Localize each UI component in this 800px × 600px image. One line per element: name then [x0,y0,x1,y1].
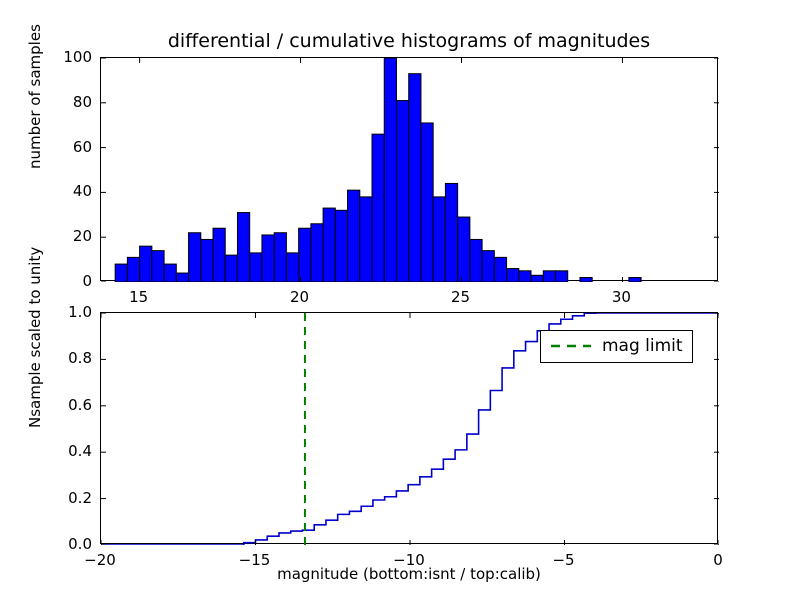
histogram-bar [151,250,165,282]
histogram-bar [395,100,410,282]
histogram-bar [444,182,459,282]
histogram-bar [530,274,544,282]
bottom-xtick-label-4: 0 [713,551,723,569]
top-xtick-label-25: 25 [450,288,471,306]
cumulative-histogram-plot [101,313,719,545]
histogram-bar [506,268,520,282]
histogram-bar [457,216,471,282]
histogram-bar [628,277,642,282]
histogram-bar [285,252,300,282]
bottom-xtick-label-2: −10 [393,551,425,569]
histogram-bar [139,245,153,282]
histogram-bar [236,212,251,282]
histogram-bar [212,227,226,282]
top-xtick-label-15: 15 [129,288,149,306]
histogram-bar [224,254,238,282]
bottom-ytick-label-5: 1.0 [68,303,92,321]
histogram-bar [261,234,275,282]
bottom-axes-xlabel: magnitude (bottom:isnt / top:calib) [277,565,541,583]
bottom-xtick-label-1: −15 [238,551,271,569]
histogram-bar [347,189,361,282]
histogram-bar [273,232,287,282]
bottom-ytick-label-3: 0.6 [68,395,92,414]
histogram-bar [542,270,556,282]
bottom-ytick-label-1: 0.2 [68,488,92,507]
top-axes-ylabel: number of samples [26,24,44,169]
bottom-ytick-label-4: 0.8 [68,349,92,368]
histogram-bar [126,256,141,282]
top-ytick-label-40: 40 [72,182,92,201]
histogram-bar [371,133,385,282]
cumulative-step-curve [101,313,719,545]
histogram-bar [114,263,128,282]
histogram-bar [322,207,336,282]
histogram-bar [298,227,312,282]
top-ytick-label-20: 20 [72,227,92,246]
histogram-bar [469,238,483,282]
histogram-bar [481,250,495,282]
bottom-axes-ylabel: Nsample scaled to unity [26,246,44,428]
histogram-bar [334,209,349,282]
top-ytick-label-80: 80 [72,92,92,111]
top-ytick-label-0: 0 [82,272,92,290]
histogram-bar [310,223,324,282]
histogram-bar [493,256,508,282]
figure-title: differential / cumulative histograms of … [167,30,651,52]
histogram-bar [408,73,422,282]
legend-label-mag-limit: mag limit [602,336,683,356]
histogram-bar [383,58,397,282]
top-ytick-label-100: 100 [63,48,92,66]
histogram-bar [163,263,177,282]
histogram-bar [249,252,263,282]
histogram-bar [554,270,569,282]
top-ytick-label-60: 60 [72,137,92,156]
bottom-ytick-label-0: 0.0 [68,535,92,553]
bottom-xtick-label-0: −20 [84,551,116,569]
differential-histogram-axes [100,57,719,282]
histogram-bar [579,277,593,282]
histogram-bar [420,122,434,282]
histogram-bar [518,270,532,282]
histogram-bar [200,238,214,282]
legend-box: mag limit [540,330,693,363]
mag-limit-legend-swatch [551,344,591,348]
histogram-bar [175,272,190,282]
histogram-bar [359,196,373,282]
bottom-xtick-label-3: −5 [552,551,575,569]
differential-histogram-plot [101,58,719,282]
histogram-bar [188,232,202,282]
histogram-bar [432,196,446,282]
top-xtick-label-30: 30 [611,288,631,306]
top-xtick-label-20: 20 [290,288,310,306]
bottom-ytick-label-2: 0.4 [68,442,92,461]
